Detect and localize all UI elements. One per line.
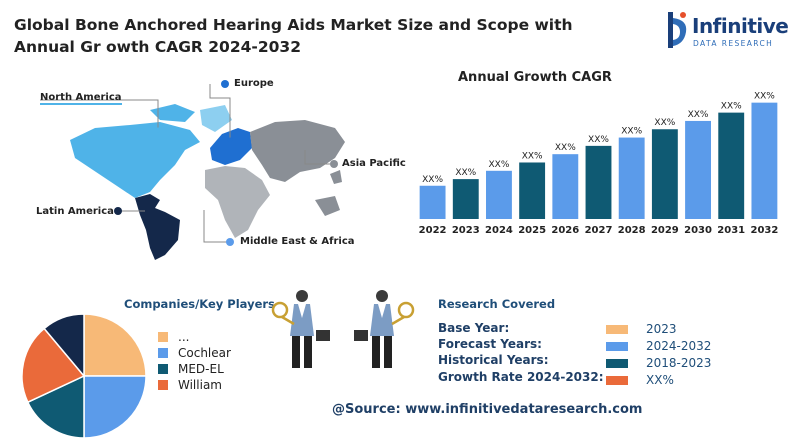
bar-2027 [585, 145, 612, 219]
map-region-middle-east-africa [205, 166, 270, 238]
company-logo: Infinitive DATA RESEARCH [662, 8, 792, 54]
bar-data-label: XX% [455, 168, 476, 178]
pie-slice-med-el [26, 374, 85, 439]
x-tick-label: 2022 [419, 225, 447, 236]
businessman-magnifier-icon [271, 290, 330, 368]
asia-pacific-marker-icon [330, 160, 338, 168]
x-tick-label: 2031 [717, 225, 745, 236]
label-latin-america: Latin America [36, 206, 114, 217]
pie-slice-dark [43, 313, 85, 379]
players-pie-chart [21, 313, 147, 439]
label-europe: Europe [234, 78, 274, 89]
research-label-forecast: Forecast Years: [438, 337, 542, 351]
x-tick-label: 2024 [485, 225, 513, 236]
research-value-forecast: 2024-2032 [646, 339, 712, 353]
research-label-growth-rate: Growth Rate 2024-2032: [438, 370, 604, 384]
map-region-north-america [70, 122, 200, 198]
x-tick-label: 2030 [684, 225, 712, 236]
bar-data-label: XX% [555, 143, 576, 153]
legend-item: William [158, 378, 222, 392]
bar-2024 [486, 170, 512, 219]
x-tick-label: 2025 [518, 225, 546, 236]
bar-data-label: XX% [422, 175, 443, 185]
x-tick-label: 2028 [618, 225, 646, 236]
logo-name: Infinitive [692, 14, 789, 38]
research-swatch [606, 376, 628, 385]
source-link[interactable]: @Source: www.infinitivedataresearch.com [332, 402, 643, 417]
bar-2028 [618, 137, 645, 219]
bar-2025 [519, 162, 546, 219]
label-asia-pacific: Asia Pacific [342, 158, 406, 169]
bar-2026 [552, 154, 579, 219]
bar-data-label: XX% [721, 102, 742, 112]
europe-marker-icon [221, 80, 229, 88]
latin-america-marker-icon [114, 207, 122, 215]
bar-data-label: XX% [654, 118, 675, 128]
research-swatch [606, 359, 628, 368]
bar-data-label: XX% [688, 110, 709, 120]
mea-marker-icon [226, 238, 234, 246]
bar-2023 [452, 179, 479, 219]
bar-2031 [718, 112, 745, 219]
bar-2029 [651, 129, 678, 219]
research-value-growth-rate: XX% [646, 373, 674, 387]
players-heading: Companies/Key Players [124, 297, 275, 311]
bar-2032 [751, 102, 778, 219]
research-swatch [606, 325, 628, 334]
legend-swatch [158, 380, 168, 390]
legend-swatch [158, 332, 168, 342]
pie-slice-cochlear [83, 375, 147, 439]
bar-data-label: XX% [621, 127, 642, 137]
bar-data-label: XX% [489, 160, 510, 170]
bar-data-label: XX% [754, 92, 775, 102]
map-region-latin-america [135, 194, 180, 260]
research-label-base-year: Base Year: [438, 321, 510, 335]
research-label-historical: Historical Years: [438, 353, 549, 367]
bar-chart: XX% 2022 XX% 2023 XX% 2024 XX% 2025 XX% 2026 XX% 20… [419, 92, 779, 236]
legend-item: MED-EL [158, 362, 224, 376]
page-title: Global Bone Anchored Hearing Aids Market… [14, 16, 573, 56]
pie-slice-other [83, 313, 147, 377]
legend-label: MED-EL [178, 362, 224, 376]
legend-label: ... [178, 330, 190, 344]
research-heading: Research Covered [438, 297, 556, 311]
x-tick-label: 2027 [585, 225, 613, 236]
legend-item: Cochlear [158, 346, 231, 360]
logo-mark-icon [668, 12, 687, 48]
legend-label: William [178, 378, 222, 392]
world-map [40, 80, 345, 260]
label-north-america: North America [40, 92, 122, 105]
businessman-magnifier-icon [354, 290, 415, 368]
legend-item: ... [158, 330, 189, 344]
logo-subtitle: DATA RESEARCH [693, 39, 774, 48]
map-region-europe [210, 128, 252, 165]
chart-title: Annual Growth CAGR [458, 70, 612, 85]
bar-data-label: XX% [522, 151, 543, 161]
map-region-asia-pacific [250, 120, 345, 182]
x-tick-label: 2023 [452, 225, 480, 236]
legend-swatch [158, 364, 168, 374]
bar-2022 [419, 185, 446, 219]
label-middle-east-africa: Middle East & Africa [240, 236, 355, 247]
research-value-historical: 2018-2023 [646, 356, 712, 370]
x-tick-label: 2032 [750, 225, 778, 236]
research-swatch [606, 342, 628, 351]
x-tick-label: 2029 [651, 225, 679, 236]
bar-2030 [685, 120, 711, 219]
x-tick-label: 2026 [551, 225, 579, 236]
bar-data-label: XX% [588, 135, 609, 145]
pie-slice-william [21, 327, 86, 404]
legend-label: Cochlear [178, 346, 231, 360]
legend-swatch [158, 348, 168, 358]
research-value-base-year: 2023 [646, 322, 677, 336]
